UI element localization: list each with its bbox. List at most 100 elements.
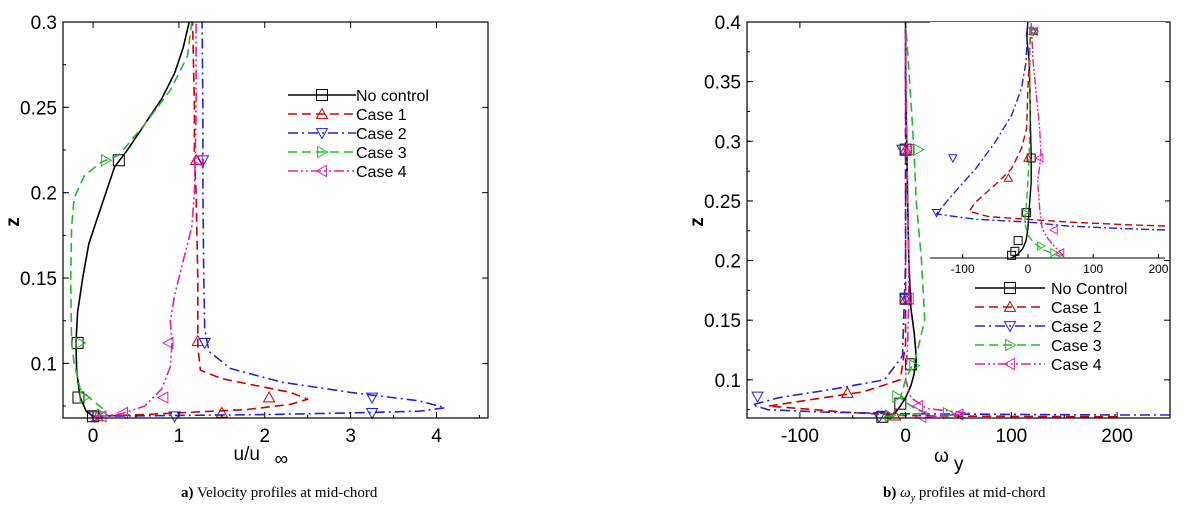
inset-series-3-marker-2	[1020, 207, 1030, 218]
series-line-3	[69, 21, 193, 417]
x-tick-label-1: 1	[174, 426, 185, 447]
legend-b-label-0: No Control	[1051, 281, 1127, 298]
inset-series-line-4	[1030, 21, 1065, 258]
legend-b-marker-3	[1005, 338, 1017, 352]
y-tick-label-4: 0.3	[31, 13, 57, 34]
series-3-marker-1	[79, 391, 91, 404]
series-1-marker-0	[888, 409, 902, 421]
series-2-marker-0	[872, 411, 886, 424]
series-3-marker-3	[909, 359, 921, 372]
x-tick-label-4: 4	[431, 426, 442, 447]
series-4-marker-3	[162, 336, 174, 350]
x-axis-label-subscript: ∞	[275, 449, 289, 470]
legend-b: No Control Case 1 Case 2 Case 3 Case 4	[972, 276, 1147, 379]
series-2-marker-4	[198, 337, 212, 350]
inset-series-1-marker-0	[1003, 172, 1014, 182]
x-tick-label-3: 3	[345, 426, 356, 447]
x-tick-label-3: 200	[1101, 426, 1133, 447]
inset-x-tick-label-1: 0	[1025, 262, 1032, 276]
series-4-marker-0	[95, 409, 107, 423]
series-0-marker-1	[72, 391, 85, 404]
series-line-3	[884, 21, 928, 418]
inset-background	[930, 22, 1165, 258]
series-2-marker-1	[751, 391, 764, 404]
series-line-4	[904, 21, 970, 418]
panel-a: 0 1 2 3 4 0.1 0.15 0.2 0.25 0.3 z u/u ∞ No control Cas…	[3, 13, 489, 470]
series-4-marker-4	[902, 143, 914, 156]
inset-series-2-marker-1	[947, 154, 958, 164]
inset-x-tick-label-2: 100	[1083, 262, 1103, 276]
series-line-4	[93, 22, 197, 418]
caption-b: b) ωy profiles at mid-chord	[883, 485, 1046, 504]
series-3-marker-2	[75, 336, 87, 350]
legend-a-marker-2	[315, 128, 329, 140]
series-4-marker-0	[914, 410, 927, 424]
x-axis-label-subscript: y	[954, 454, 964, 475]
y-tick-label-0: 0.1	[715, 371, 741, 392]
series-3-marker-3	[101, 153, 113, 167]
inset-series-3-marker-1	[1037, 241, 1046, 251]
y-tick-label-5: 0.35	[704, 73, 741, 94]
caption-b-symbol: ω	[896, 485, 911, 501]
series-4-marker-2	[156, 391, 169, 404]
series-4-marker-3	[902, 292, 914, 306]
y-tick-label-1: 0.15	[704, 311, 741, 332]
plot-frame	[62, 21, 489, 419]
legend-a-label-3: Case 3	[356, 145, 407, 162]
series-3-marker-1	[943, 406, 955, 420]
legend-b-marker-1	[1003, 300, 1017, 312]
series-2-marker-1	[168, 411, 181, 423]
caption-a-prefix: a)	[181, 485, 194, 501]
legend-a-label-2: Case 2	[356, 126, 407, 143]
series-2-marker-3	[365, 392, 379, 405]
x-axis-label: ω	[934, 446, 949, 467]
inset-series-line-3	[1023, 22, 1061, 258]
legend-b-background	[972, 276, 1147, 379]
caption-b-prefix: b)	[883, 485, 897, 501]
legend-b-label-4: Case 4	[1051, 357, 1102, 374]
y-tick-label-1: 0.15	[20, 269, 57, 290]
series-line-0	[75, 21, 190, 417]
x-axis-label: u/u	[234, 444, 260, 465]
series-1-marker-1	[841, 386, 854, 398]
series-2-marker-2	[365, 407, 379, 420]
inset-series-line-0	[1011, 21, 1032, 259]
legend-a: No control Case 1 Case 2 Case 3 Case 4	[288, 88, 429, 181]
series-4-marker-1	[116, 406, 129, 420]
x-tick-label-0: -100	[781, 426, 819, 447]
inset-series-3-marker-0	[1050, 247, 1060, 258]
inset-x-tick-label-3: 200	[1148, 262, 1168, 276]
series-0-marker-2	[71, 336, 84, 349]
legend-a-label-1: Case 1	[356, 107, 407, 124]
inset-series-4-marker-3	[1029, 26, 1039, 37]
legend-a-marker-4	[315, 164, 327, 178]
y-tick-label-0: 0.1	[31, 354, 57, 375]
series-line-1	[93, 21, 309, 418]
inset-plot: -100 0 100 200	[930, 21, 1169, 276]
x-tick-label-0: 0	[88, 426, 99, 447]
inset-series-4-marker-0	[1055, 247, 1065, 258]
y-axis-label: z	[3, 217, 24, 227]
series-4-marker-2	[911, 399, 924, 413]
x-tick-label-2: 2	[259, 426, 270, 447]
inset-series-4-marker-1	[1049, 225, 1058, 235]
inset-series-1-marker-1	[1023, 152, 1033, 162]
series-3-marker-0	[96, 408, 109, 421]
inset-series-2-marker-0	[931, 208, 942, 218]
legend-a-marker-3	[317, 145, 329, 159]
series-line-2	[751, 22, 1170, 416]
series-1-marker-2	[262, 390, 276, 403]
legend-b-marker-4	[1003, 357, 1015, 371]
legend-b-marker-0	[1004, 282, 1016, 294]
legend-a-marker-1	[315, 107, 329, 119]
series-3-marker-2	[892, 390, 904, 403]
legend-a-label-0: No control	[356, 88, 429, 105]
legend-b-label-1: Case 1	[1051, 300, 1102, 317]
y-tick-label-3: 0.25	[704, 192, 741, 213]
panel-b: -100 0 100 200 0.1 0.15 0.2 0.25 0.3 0.35 0.4 z ω y No…	[687, 13, 1171, 475]
x-tick-label-1: 0	[900, 426, 911, 447]
y-tick-label-4: 0.3	[715, 132, 741, 153]
inset-series-0-marker-1	[1010, 246, 1020, 256]
legend-a-label-4: Case 4	[356, 164, 407, 181]
